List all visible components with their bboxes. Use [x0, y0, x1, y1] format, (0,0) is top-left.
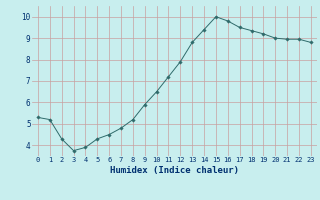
X-axis label: Humidex (Indice chaleur): Humidex (Indice chaleur): [110, 166, 239, 175]
